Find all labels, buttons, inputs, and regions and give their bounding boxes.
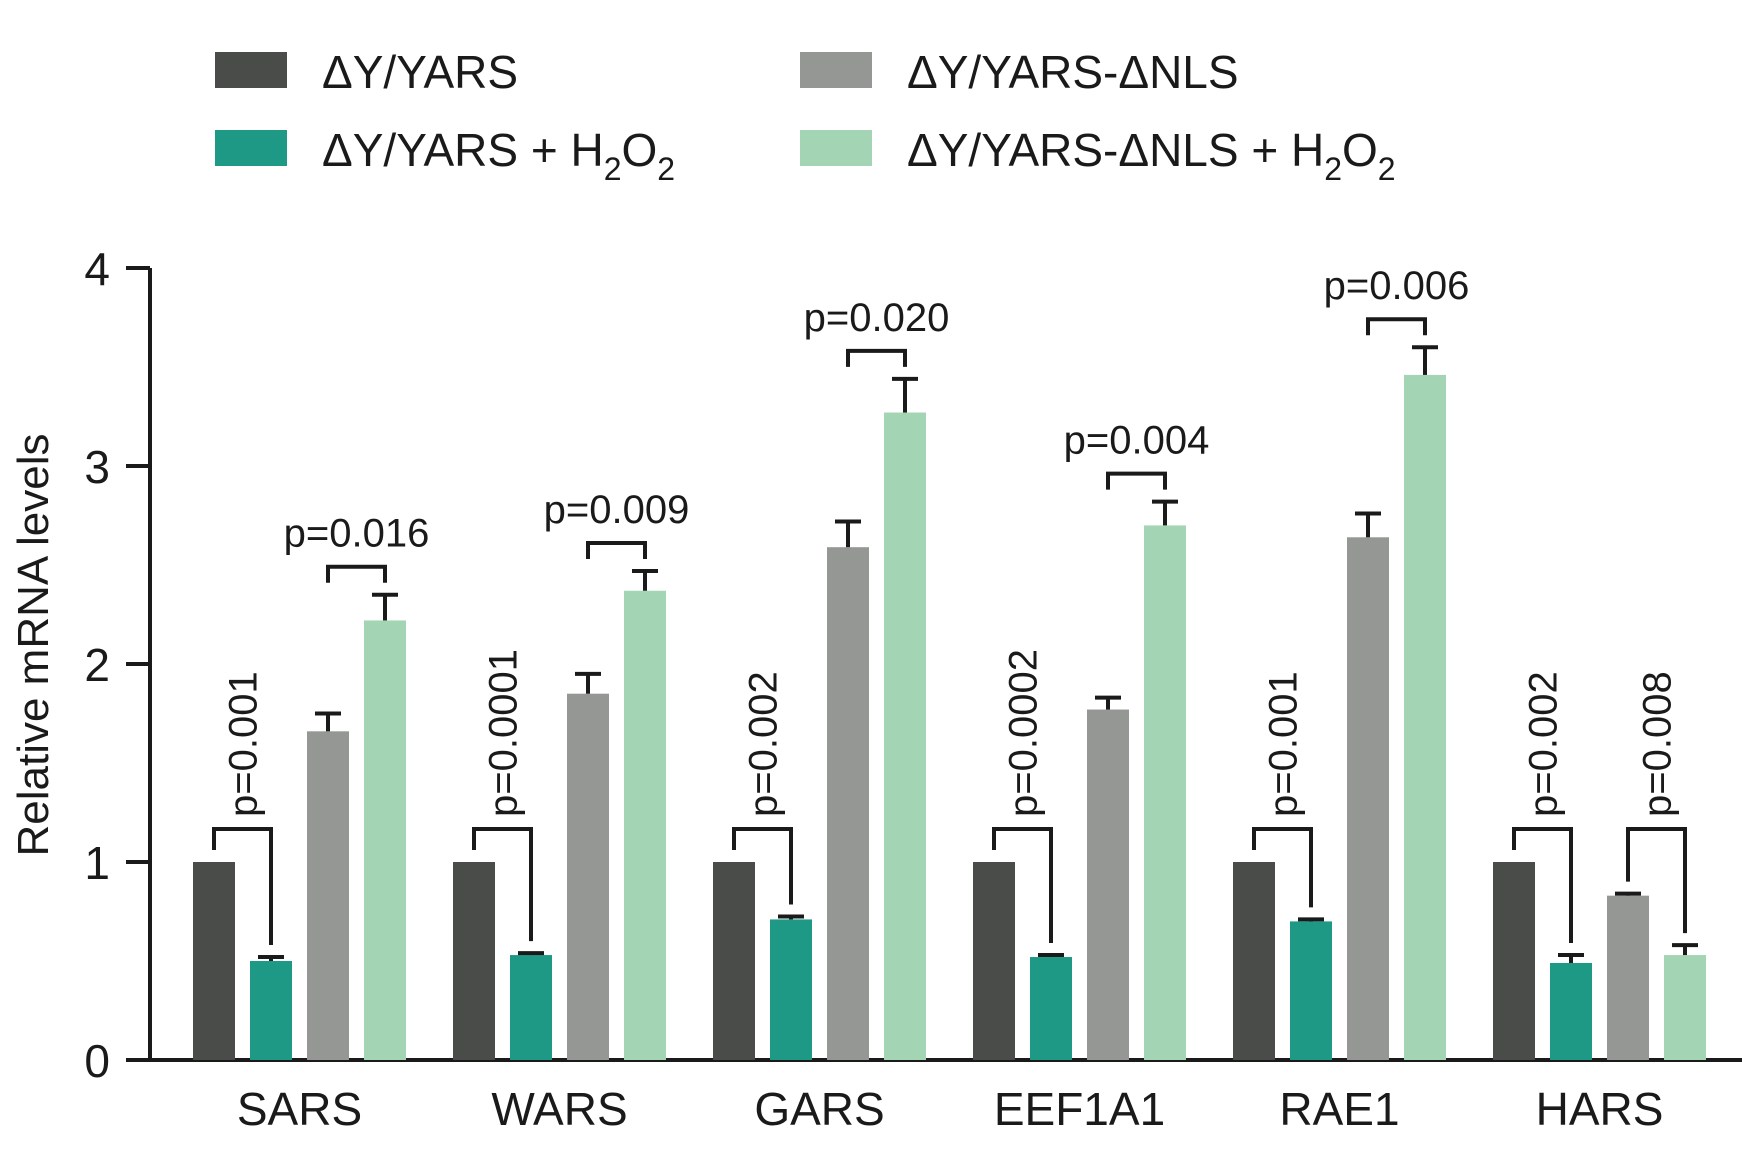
legend-label: ΔY/YARS-ΔNLS + H2O2: [907, 124, 1396, 187]
x-tick-label: WARS: [491, 1083, 627, 1135]
legend-label: ΔY/YARS + H2O2: [322, 124, 675, 187]
axes: Relative mRNA levels 0 1 2 3 4: [9, 243, 1742, 1087]
bar: [1233, 862, 1275, 1060]
p-value-label: p=0.001: [1262, 671, 1306, 817]
x-tick-label: GARS: [754, 1083, 884, 1135]
bar: [1030, 957, 1072, 1060]
significance-bracket: [992, 827, 1053, 944]
bar: [1290, 921, 1332, 1060]
bar: [193, 862, 235, 1060]
significance-bracket: [472, 827, 533, 942]
p-value-label: p=0.016: [284, 512, 430, 556]
category-labels: SARS WARS GARS EEF1A1 RAE1 HARS: [237, 1083, 1664, 1135]
p-value-label: p=0.001: [222, 671, 266, 817]
significance-annotations: p=0.001 p=0.016 p=0.0001 p=0.009 p=0.002 p=0.…: [212, 264, 1687, 946]
x-tick-label: RAE1: [1279, 1083, 1399, 1135]
significance-bracket: [326, 564, 387, 583]
bar: [1550, 962, 1592, 1060]
significance-bracket: [1626, 827, 1687, 934]
significance-bracket: [1366, 317, 1427, 336]
bar: [1404, 374, 1446, 1060]
legend-swatch: [800, 130, 872, 166]
bar: [1493, 862, 1535, 1060]
significance-bracket: [212, 827, 273, 946]
p-value-label: p=0.004: [1064, 419, 1210, 463]
bar: [364, 620, 406, 1060]
bars: [193, 374, 1706, 1060]
bar: [1144, 525, 1186, 1060]
legend-swatch: [800, 52, 872, 88]
legend: ΔY/YARS ΔY/YARS + H2O2 ΔY/YARS-ΔNLS ΔY/YARS…: [215, 46, 1396, 187]
p-value-label: p=0.009: [544, 488, 690, 532]
x-tick-label: EEF1A1: [994, 1083, 1165, 1135]
p-value-label: p=0.0001: [482, 649, 526, 817]
y-tick-label: 4: [84, 243, 110, 295]
y-axis-label: Relative mRNA levels: [9, 433, 58, 856]
p-value-label: p=0.008: [1636, 671, 1680, 817]
error-bars: [258, 345, 1698, 963]
p-value-label: p=0.020: [804, 296, 950, 340]
significance-bracket: [1512, 827, 1573, 944]
bar: [770, 919, 812, 1060]
bar: [1347, 537, 1389, 1060]
legend-label: ΔY/YARS-ΔNLS: [907, 46, 1239, 98]
bar: [453, 862, 495, 1060]
bar: [827, 547, 869, 1060]
bar: [1087, 709, 1129, 1060]
bar: [973, 862, 1015, 1060]
p-value-label: p=0.0002: [1002, 649, 1046, 817]
bar: [307, 731, 349, 1060]
bar: [1607, 895, 1649, 1060]
significance-bracket: [846, 348, 907, 367]
x-tick-label: SARS: [237, 1083, 362, 1135]
bar: [1664, 955, 1706, 1060]
legend-swatch: [215, 52, 287, 88]
bar: [624, 590, 666, 1060]
p-value-label: p=0.002: [742, 671, 786, 817]
significance-bracket: [586, 540, 647, 559]
bar: [884, 412, 926, 1060]
p-value-label: p=0.006: [1324, 264, 1470, 308]
legend-label: ΔY/YARS: [322, 46, 518, 98]
bar: [510, 955, 552, 1060]
y-tick-label: 2: [84, 639, 110, 691]
significance-bracket: [1106, 471, 1167, 490]
y-tick-label: 0: [84, 1035, 110, 1087]
significance-bracket: [732, 827, 793, 905]
p-value-label: p=0.002: [1522, 671, 1566, 817]
bar: [713, 862, 755, 1060]
bar: [250, 961, 292, 1060]
x-tick-label: HARS: [1536, 1083, 1664, 1135]
bar: [567, 693, 609, 1060]
significance-bracket: [1252, 827, 1313, 908]
legend-swatch: [215, 130, 287, 166]
y-tick-label: 1: [84, 837, 110, 889]
y-tick-label: 3: [84, 441, 110, 493]
